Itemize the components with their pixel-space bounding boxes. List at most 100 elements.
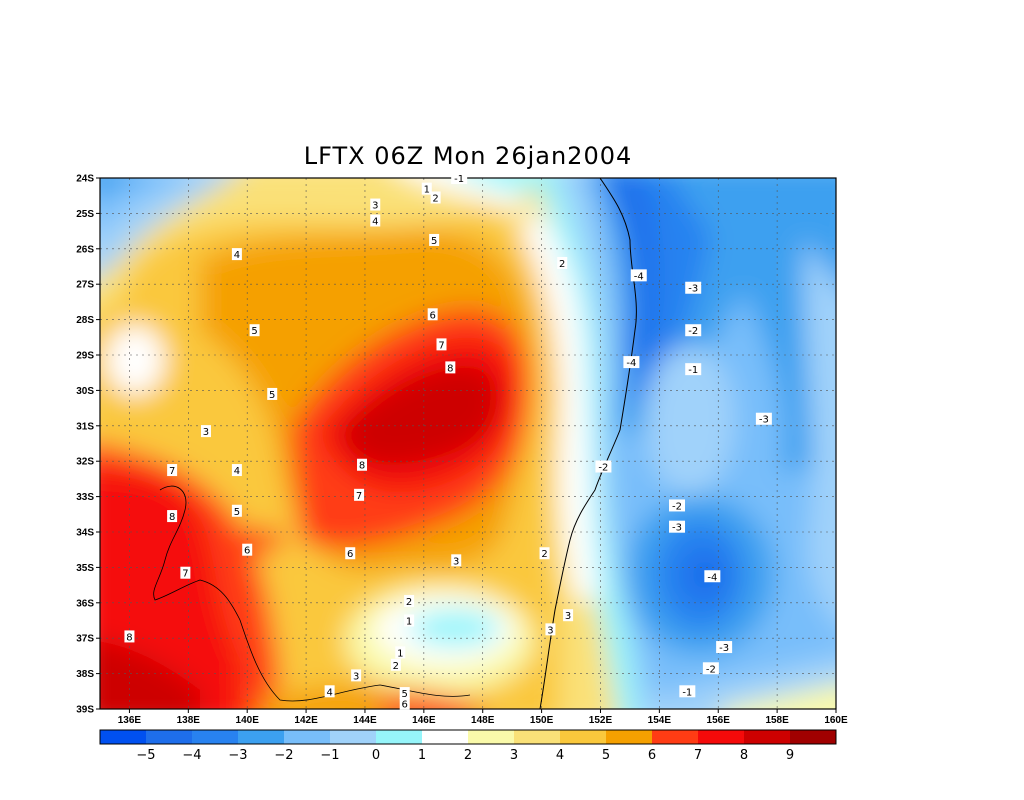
lat-tick-label: 28S bbox=[76, 315, 94, 326]
lat-tick-label: 25S bbox=[76, 209, 94, 220]
stability-field bbox=[100, 178, 836, 709]
contour-label: -2 bbox=[702, 662, 719, 675]
colorbar-label: 1 bbox=[418, 748, 426, 763]
svg-text:6: 6 bbox=[347, 549, 353, 560]
colorbar-label: 8 bbox=[740, 748, 748, 763]
contour-label: 5 bbox=[249, 324, 260, 337]
svg-text:3: 3 bbox=[453, 556, 459, 567]
grid-lines bbox=[100, 178, 836, 709]
colorbar-swatch bbox=[330, 730, 377, 744]
svg-text:4: 4 bbox=[234, 250, 240, 261]
lon-tick-label: 146E bbox=[412, 715, 436, 726]
contour-label: 5 bbox=[267, 387, 278, 401]
lat-tick-label: 38S bbox=[76, 669, 94, 680]
svg-text:8: 8 bbox=[169, 512, 175, 523]
svg-text:2: 2 bbox=[393, 661, 399, 672]
colorbar-label: 5 bbox=[602, 748, 610, 763]
colorbar-swatch bbox=[560, 730, 607, 744]
contour-label: 6 bbox=[345, 547, 356, 560]
colorbar-swatch bbox=[606, 730, 653, 744]
contour-label: 1 bbox=[404, 614, 415, 628]
svg-text:5: 5 bbox=[402, 689, 408, 700]
svg-text:-3: -3 bbox=[672, 523, 682, 534]
contour-label: -2 bbox=[685, 324, 702, 337]
svg-text:1: 1 bbox=[424, 185, 430, 196]
lat-tick-label: 26S bbox=[76, 244, 94, 255]
svg-text:8: 8 bbox=[359, 461, 365, 472]
colorbar-swatch bbox=[284, 730, 331, 744]
svg-text:1: 1 bbox=[406, 617, 412, 628]
contour-label: 4 bbox=[231, 248, 242, 261]
contour-label: 3 bbox=[200, 425, 211, 438]
colorbar-swatch bbox=[192, 730, 239, 744]
colorbar-swatch bbox=[514, 730, 561, 744]
contour-label: -3 bbox=[685, 281, 702, 295]
colorbar-label: −1 bbox=[320, 748, 339, 763]
colorbar-swatch bbox=[790, 730, 837, 744]
colorbar-swatch bbox=[468, 730, 515, 744]
lon-tick-label: 142E bbox=[294, 715, 318, 726]
lat-tick-label: 27S bbox=[76, 280, 94, 291]
svg-text:5: 5 bbox=[431, 236, 437, 247]
contour-label: 5 bbox=[399, 687, 410, 700]
map-frame bbox=[99, 177, 837, 710]
colorbar-label: −4 bbox=[182, 748, 201, 763]
colorbar-label: 7 bbox=[694, 748, 702, 763]
contour-label: 4 bbox=[324, 685, 335, 698]
contour-label: 7 bbox=[354, 488, 365, 502]
lat-tick-label: 31S bbox=[76, 421, 94, 432]
lat-tick-label: 29S bbox=[76, 351, 94, 362]
svg-text:-2: -2 bbox=[706, 664, 716, 675]
lat-tick-label: 35S bbox=[76, 563, 94, 574]
colorbar-label: 3 bbox=[510, 748, 518, 763]
contour-label: 1 bbox=[421, 182, 432, 196]
contour-label: 1 bbox=[395, 646, 406, 659]
lon-tick-label: 150E bbox=[530, 715, 554, 726]
colorbar-label: 4 bbox=[556, 748, 564, 763]
colorbar-label: 2 bbox=[464, 748, 472, 763]
lat-tick-label: 30S bbox=[76, 386, 94, 397]
svg-text:-3: -3 bbox=[759, 415, 769, 426]
svg-text:-3: -3 bbox=[688, 284, 698, 295]
svg-text:2: 2 bbox=[541, 549, 547, 560]
contour-label: 2 bbox=[557, 256, 568, 270]
contour-label: -1 bbox=[451, 172, 468, 185]
lon-tick-label: 140E bbox=[236, 715, 260, 726]
svg-text:7: 7 bbox=[356, 491, 362, 502]
contour-label: 2 bbox=[430, 191, 441, 204]
svg-text:4: 4 bbox=[326, 687, 332, 698]
contour-label: -3 bbox=[669, 520, 686, 534]
contour-label: -4 bbox=[630, 269, 647, 282]
colorbar-swatch bbox=[238, 730, 285, 744]
svg-text:4: 4 bbox=[234, 466, 240, 477]
svg-text:8: 8 bbox=[447, 363, 453, 374]
colorbar-swatch bbox=[698, 730, 745, 744]
colorbar-label: −5 bbox=[136, 748, 155, 763]
contour-label: 4 bbox=[370, 214, 381, 227]
contour-label: 8 bbox=[445, 361, 456, 374]
contour-label: 3 bbox=[563, 609, 574, 622]
lon-tick-label: 160E bbox=[824, 715, 848, 726]
contour-label: 2 bbox=[539, 547, 550, 560]
lon-tick-label: 148E bbox=[471, 715, 495, 726]
colorbar-swatch bbox=[744, 730, 791, 744]
contour-label: -3 bbox=[755, 412, 772, 426]
svg-text:3: 3 bbox=[372, 201, 378, 212]
colorbar-swatch bbox=[100, 730, 147, 744]
contour-label: -2 bbox=[595, 460, 612, 474]
lon-tick-label: 138E bbox=[177, 715, 201, 726]
contour-label: -3 bbox=[716, 641, 733, 654]
colorbar-label: −3 bbox=[228, 748, 247, 763]
svg-text:3: 3 bbox=[547, 625, 553, 636]
colorbar-label: 6 bbox=[648, 748, 656, 763]
contour-label: 2 bbox=[390, 658, 401, 672]
colorbar-frame bbox=[99, 729, 837, 745]
svg-text:3: 3 bbox=[203, 427, 209, 438]
contour-label: 5 bbox=[429, 233, 440, 247]
svg-text:5: 5 bbox=[234, 507, 240, 518]
svg-text:7: 7 bbox=[169, 466, 175, 477]
svg-text:7: 7 bbox=[182, 569, 188, 580]
contour-label: 8 bbox=[124, 630, 135, 643]
